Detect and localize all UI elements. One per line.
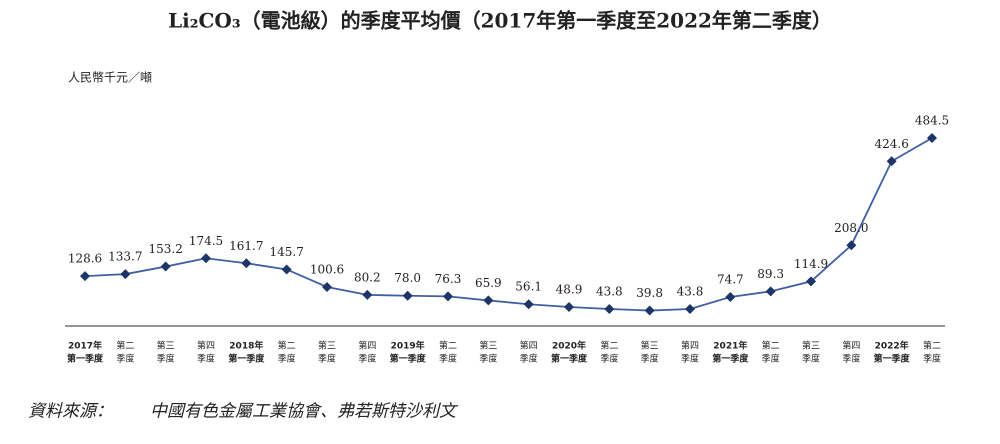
x-tick-label: 季度 [923, 353, 941, 365]
x-tick-label: 2017年 [68, 340, 102, 352]
source-label: 資料來源： [28, 402, 113, 422]
x-tick-label: 季度 [681, 353, 699, 365]
marker [443, 291, 453, 302]
x-tick-label: 季度 [641, 353, 659, 365]
marker [806, 276, 816, 287]
x-tick-label: 第二 [762, 340, 780, 352]
x-tick-label: 第三 [318, 340, 336, 352]
x-tick-label: 第三 [157, 340, 175, 352]
x-tick-label: 第一季度 [228, 353, 265, 365]
x-tick-label: 第二 [923, 340, 941, 352]
marker [483, 295, 494, 306]
x-tick-label: 季度 [520, 353, 538, 365]
y-axis-label: 人民幣千元／噸 [68, 71, 152, 85]
marker [241, 258, 252, 269]
marker [523, 299, 534, 310]
value-label: 484.5 [915, 114, 949, 128]
marker [846, 240, 857, 251]
x-tick-label: 第三 [479, 340, 497, 352]
value-label: 424.6 [874, 137, 908, 151]
x-tick-label: 季度 [802, 353, 820, 365]
value-label: 74.7 [717, 273, 744, 287]
value-label: 100.6 [310, 262, 344, 276]
x-tick-label: 2020年 [552, 340, 586, 352]
marker [160, 261, 171, 272]
x-tick-label: 2018年 [229, 340, 263, 352]
value-label: 114.9 [794, 257, 828, 271]
x-tick-label: 第一季度 [390, 353, 427, 365]
x-tick-label: 季度 [439, 353, 457, 365]
x-tick-label: 第二 [600, 340, 618, 352]
value-label: 43.8 [677, 285, 704, 299]
marker [886, 156, 897, 167]
marker [281, 264, 292, 275]
x-tick-label: 第二 [278, 340, 296, 352]
value-label: 48.9 [556, 283, 583, 297]
value-label: 174.5 [189, 234, 223, 248]
marker [322, 281, 332, 292]
value-label: 56.1 [515, 280, 542, 294]
marker [402, 290, 413, 301]
marker [644, 305, 655, 316]
x-tick-label: 第一季度 [67, 353, 104, 365]
value-label: 145.7 [269, 245, 303, 259]
x-tick-label: 第二 [116, 340, 134, 352]
x-tick-label: 季度 [116, 353, 134, 365]
value-label: 65.9 [475, 276, 502, 290]
line [84, 137, 933, 312]
x-tick-label: 第四 [197, 340, 215, 352]
x-tick-label: 季度 [157, 353, 175, 365]
value-label: 133.7 [108, 250, 142, 264]
chart-title: Li₂CO₃（電池級）的季度平均價（2017年第一季度至2022年第二季度） [168, 9, 832, 33]
x-tick-label: 2022年 [875, 340, 909, 352]
marker [564, 302, 574, 313]
value-label: 153.2 [148, 242, 182, 256]
marker [725, 292, 736, 303]
value-label: 161.7 [229, 239, 263, 253]
x-tick-label: 第四 [358, 340, 376, 352]
x-tick-label: 第四 [842, 340, 860, 352]
value-label: 128.6 [68, 252, 102, 266]
marker [80, 271, 90, 282]
marker [685, 304, 695, 315]
value-label: 76.3 [435, 272, 462, 286]
x-tick-label: 季度 [318, 353, 336, 365]
marker [927, 133, 937, 144]
marker [120, 269, 131, 280]
x-tick-label: 第三 [802, 340, 820, 352]
x-tick-label: 第三 [641, 340, 659, 352]
x-tick-label: 季度 [479, 353, 497, 365]
x-tick-label: 2021年 [713, 340, 747, 352]
marker [362, 289, 373, 300]
x-tick-label: 季度 [842, 353, 860, 365]
x-tick-label: 第四 [681, 340, 699, 352]
x-tick-label: 季度 [600, 353, 618, 365]
marker [604, 304, 615, 315]
source: 中國有色金屬工業協會、弗若斯特沙利文 [150, 402, 459, 422]
x-tick-label: 第四 [520, 340, 538, 352]
value-label: 80.2 [354, 270, 381, 284]
value-label: 89.3 [757, 267, 784, 281]
value-label: 43.8 [596, 285, 623, 299]
marker [201, 253, 211, 264]
value-label: 78.0 [394, 271, 421, 285]
x-tick-label: 2019年 [391, 340, 425, 352]
x-tick-label: 季度 [762, 353, 780, 365]
value-label: 208.0 [834, 221, 868, 235]
x-tick-label: 第一季度 [874, 353, 911, 365]
marker [765, 286, 776, 297]
x-tick-label: 季度 [197, 353, 215, 365]
x-tick-label: 季度 [358, 353, 376, 365]
value-label: 39.8 [636, 286, 663, 300]
x-tick-label: 季度 [278, 353, 296, 365]
x-tick-label: 第二 [439, 340, 457, 352]
x-tick-label: 第一季度 [712, 353, 749, 365]
x-tick-label: 第一季度 [551, 353, 588, 365]
